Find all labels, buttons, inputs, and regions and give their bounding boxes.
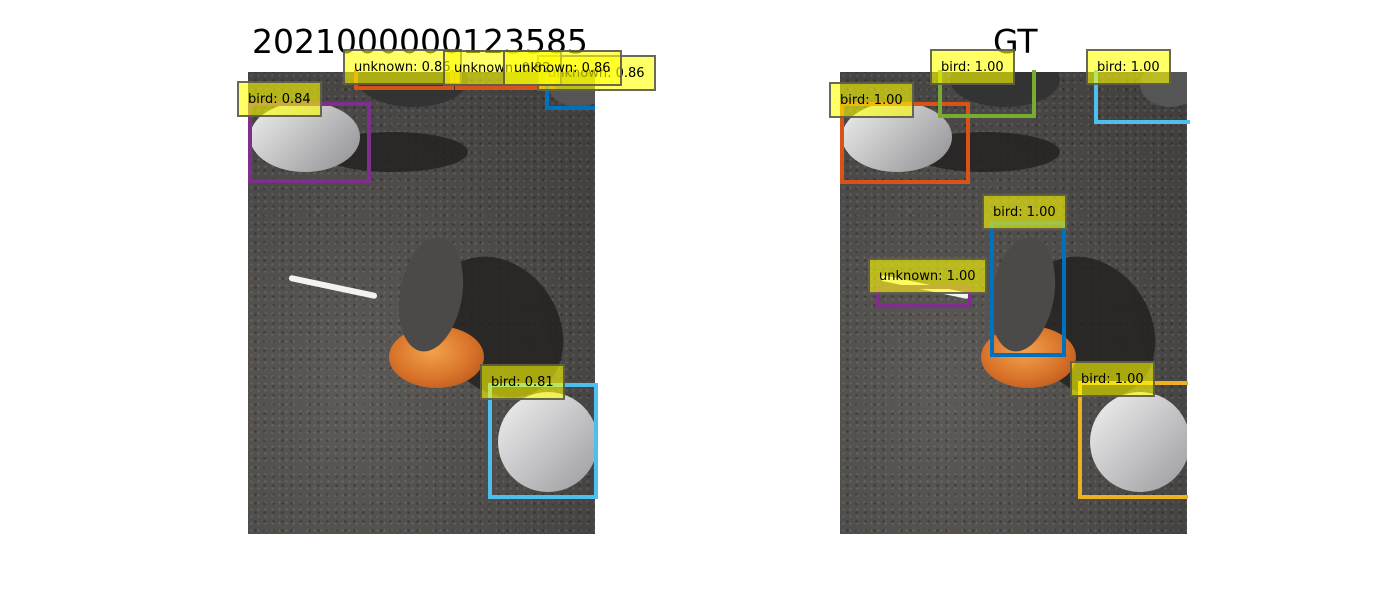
pigeon-bottom-right bbox=[1090, 392, 1187, 492]
photo-prediction bbox=[248, 72, 595, 534]
ground-truth-box bbox=[938, 70, 1036, 118]
ground-truth-box bbox=[1094, 70, 1190, 124]
ground-truth-label: bird: 1.00 bbox=[1086, 49, 1171, 85]
ground-truth-box bbox=[1078, 381, 1188, 499]
ground-truth-box bbox=[990, 221, 1066, 357]
detection-label: unknown: 0.86 bbox=[343, 49, 462, 85]
ground-truth-label: unknown: 1.00 bbox=[868, 258, 987, 294]
detection-label: bird: 0.84 bbox=[237, 81, 322, 117]
ground-truth-label: bird: 1.00 bbox=[829, 82, 914, 118]
detection-label: unknown: 0.86 bbox=[503, 50, 622, 86]
pigeon-bottom-right bbox=[498, 392, 595, 492]
ground-truth-label: bird: 1.00 bbox=[1070, 361, 1155, 397]
ground-truth-label: bird: 1.00 bbox=[982, 194, 1067, 230]
photo-ground-truth bbox=[840, 72, 1187, 534]
detection-label: bird: 0.81 bbox=[480, 364, 565, 400]
detection-box bbox=[488, 383, 598, 499]
ground-truth-label: bird: 1.00 bbox=[930, 49, 1015, 85]
